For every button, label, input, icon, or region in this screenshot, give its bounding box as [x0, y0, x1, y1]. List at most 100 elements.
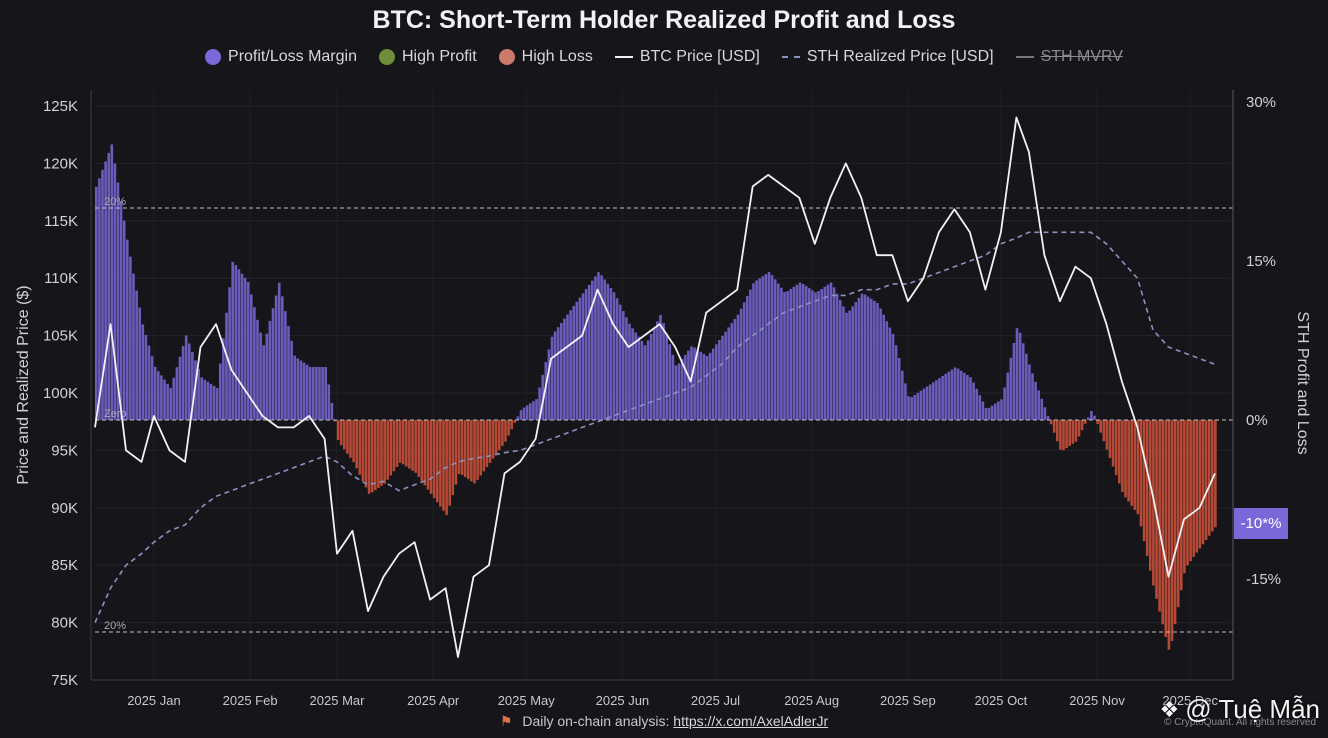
margin-bar: [814, 292, 817, 420]
margin-bar: [941, 375, 944, 420]
margin-bar: [467, 420, 470, 480]
margin-bar: [160, 375, 163, 420]
margin-bar: [646, 340, 650, 420]
margin-bar: [1211, 420, 1214, 532]
margin-bar: [1034, 381, 1037, 420]
legend-sth-mvrv[interactable]: STH MVRV: [1015, 48, 1123, 66]
margin-bar: [302, 362, 306, 420]
margin-bar: [755, 280, 758, 420]
x-tick: 2025 May: [498, 693, 556, 708]
margin-bar: [426, 420, 430, 490]
margin-bar: [529, 403, 532, 420]
margin-bar: [1012, 342, 1016, 420]
margin-bar: [153, 366, 157, 420]
margin-bar: [281, 296, 284, 420]
btc-price-line: [94, 116, 1216, 658]
margin-bar: [690, 346, 693, 420]
margin-bar: [349, 420, 352, 458]
margin-bar: [1105, 420, 1109, 450]
margin-bar: [1173, 420, 1177, 625]
reference-line-label: 20%: [104, 196, 126, 208]
margin-bar: [600, 275, 603, 420]
margin-bar: [848, 310, 851, 420]
legend-high-loss[interactable]: High Loss: [498, 48, 593, 66]
legend-high-profit[interactable]: High Profit: [378, 48, 477, 66]
margin-bar: [767, 271, 771, 420]
margin-bar: [860, 293, 864, 420]
margin-bar: [116, 182, 120, 420]
footer-link[interactable]: https://x.com/AxelAdlerJr: [673, 713, 829, 729]
margin-bar: [808, 288, 811, 420]
margin-bar: [935, 380, 938, 420]
margin-bar: [246, 282, 250, 420]
margin-bar: [972, 382, 975, 420]
legend-label: BTC Price [USD]: [639, 48, 760, 65]
margin-bar: [901, 370, 904, 420]
footer-text: Daily on-chain analysis:: [522, 713, 670, 729]
margin-bar: [380, 420, 383, 486]
margin-bar: [318, 367, 321, 420]
margin-bar: [172, 377, 176, 420]
margin-bar: [1207, 420, 1211, 536]
margin-bar: [684, 354, 687, 420]
margin-bar: [631, 328, 634, 420]
y-tick-left: 75K: [51, 672, 78, 689]
margin-bar: [532, 401, 535, 420]
legend-sth-realized-price[interactable]: STH Realized Price [USD]: [781, 48, 994, 66]
margin-bar: [364, 420, 368, 488]
margin-bar: [919, 390, 923, 420]
margin-bar: [547, 349, 551, 420]
margin-bar: [615, 298, 619, 420]
margin-bar: [333, 420, 337, 422]
margin-bar: [231, 261, 234, 420]
margin-bar: [1059, 420, 1062, 450]
margin-bar: [200, 377, 203, 420]
margin-bar: [321, 367, 324, 420]
legend-label: High Loss: [521, 48, 593, 65]
margin-bar: [1090, 411, 1093, 420]
margin-bar: [215, 388, 219, 420]
margin-bar: [1102, 420, 1106, 442]
margin-bar: [603, 279, 606, 420]
x-tick: 2025 Jun: [596, 693, 650, 708]
legend-profit-loss-margin[interactable]: Profit/Loss Margin: [205, 48, 357, 66]
margin-bar: [606, 283, 610, 420]
margin-bar: [408, 420, 411, 469]
legend-label: STH Realized Price [USD]: [806, 48, 994, 65]
margin-bar: [1170, 420, 1174, 641]
margin-bar: [560, 322, 563, 420]
margin-bar: [240, 273, 244, 420]
legend-swatch-line-icon: [1015, 56, 1034, 58]
margin-bar: [671, 354, 675, 420]
y-tick-left: 90K: [51, 500, 78, 517]
margin-bar: [228, 287, 231, 420]
margin-bar: [947, 371, 951, 420]
margin-bar: [705, 356, 709, 420]
margin-bar: [308, 366, 312, 420]
margin-bar: [1164, 420, 1168, 637]
watermark-text: @ Tuệ Mẫn: [1185, 694, 1320, 724]
margin-bar: [361, 420, 365, 482]
margin-bar: [1155, 420, 1158, 599]
margin-bar: [386, 420, 389, 480]
y-tick-left: 95K: [51, 442, 78, 459]
legend-btc-price[interactable]: BTC Price [USD]: [614, 48, 760, 66]
margin-bar: [625, 317, 628, 420]
margin-bar: [181, 346, 185, 420]
margin-bar: [113, 163, 117, 420]
margin-bar: [969, 377, 972, 420]
y-tick-left: 110K: [44, 270, 78, 287]
margin-bar: [1052, 420, 1056, 433]
margin-bar: [643, 345, 647, 420]
margin-bar: [138, 307, 141, 420]
margin-bar: [783, 292, 786, 420]
margin-bar: [581, 293, 585, 420]
x-tick: 2025 Jul: [691, 693, 740, 708]
margin-bar: [938, 378, 941, 420]
y-tick-left: 85K: [51, 557, 78, 574]
margin-bar: [733, 318, 737, 420]
margin-bar: [144, 335, 148, 420]
margin-bar: [1028, 364, 1031, 420]
margin-bar: [696, 349, 699, 420]
margin-bar: [405, 420, 408, 467]
